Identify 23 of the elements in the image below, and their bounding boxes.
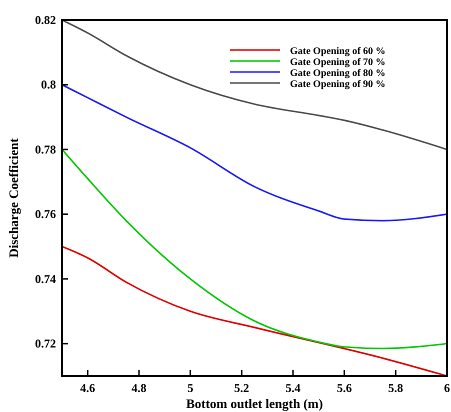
line-series [61,246,448,377]
x-tick-label: 5.2 [234,381,250,395]
x-tick-label: 4.8 [132,381,146,395]
line-series [61,148,448,350]
line-series [61,19,448,150]
x-tick-label: 5.4 [286,381,300,395]
y-tick-label: 0.76 [35,207,56,222]
legend-label: Gate Opening of 80 % [290,68,386,79]
legend-label: Gate Opening of 60 % [290,46,386,57]
y-tick-label: 0.78 [35,142,56,156]
x-tick-label: 6 [444,381,450,395]
y-tick-label: 0.82 [35,13,56,27]
x-tick-label: 5.8 [388,381,404,395]
legend-label: Gate Opening of 90 % [290,79,386,90]
y-axis-title: Discharge Coefficient [6,138,21,258]
y-tick-label: 0.72 [35,336,56,351]
x-tick-label: 5.6 [336,381,352,395]
y-tick-label: 0.8 [41,78,56,92]
legend-label: Gate Opening of 70 % [290,57,386,68]
y-tick-label: 0.74 [35,272,56,286]
x-axis-title: Bottom outlet length (m) [186,396,323,411]
x-tick-label: 4.6 [80,381,96,395]
x-tick-label: 5 [187,381,194,395]
